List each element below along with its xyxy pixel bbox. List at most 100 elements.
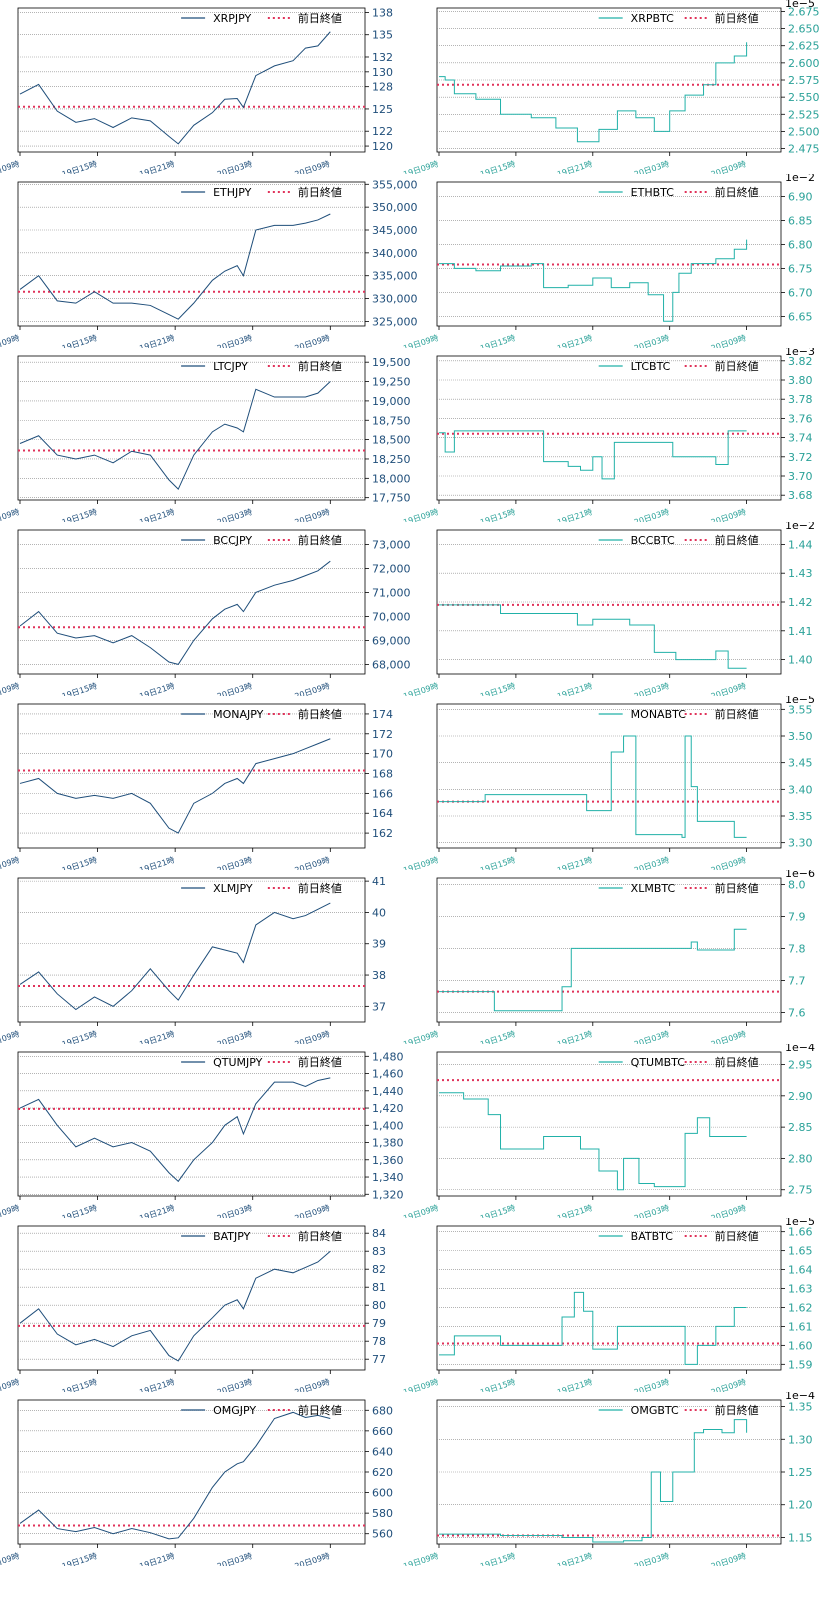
legend-previous-close-label: 前日終値 — [715, 185, 759, 199]
y-tick-label: 6.70 — [788, 286, 813, 299]
y-tick-label: 580 — [372, 1507, 393, 1520]
legend-previous-close-label: 前日終値 — [715, 1403, 759, 1417]
x-tick-label: 20日03時 — [633, 1203, 670, 1218]
plot-frame — [436, 703, 782, 849]
chart-qtumbtc: 2.75 2.80 2.85 2.90 2.95 1e−4 19日09時 19日15時 19日2… — [402, 1044, 815, 1218]
y-tick-label: 38 — [372, 969, 386, 982]
legend-series-label: BCCJPY — [213, 534, 252, 547]
y-tick-label: 138 — [372, 6, 393, 19]
y-tick-label: 1,340 — [372, 1171, 404, 1184]
legend-previous-close-label: 前日終値 — [298, 533, 342, 547]
legend-series-label: XLMBTC — [631, 882, 676, 895]
x-tick-label: 19日15時 — [479, 507, 516, 522]
y-tick-label: 81 — [372, 1281, 386, 1294]
series-line-batjpy — [19, 1250, 331, 1362]
legend-previous-close-label: 前日終値 — [715, 1229, 759, 1243]
legend-previous-close-label: 前日終値 — [298, 881, 342, 895]
y-tick-label: 1,440 — [372, 1085, 404, 1098]
y-tick-label: 7.7 — [788, 974, 806, 987]
y-tick-label: 640 — [372, 1445, 393, 1458]
y-tick-label: 84 — [372, 1227, 386, 1240]
x-tick-label: 19日15時 — [479, 1203, 516, 1218]
series-line-ltcbtc — [439, 430, 747, 480]
y-tick-label: 3.80 — [788, 374, 813, 387]
plot-frame — [436, 181, 782, 327]
x-tick-label: 20日09時 — [710, 507, 747, 522]
legend-series-label: OMGJPY — [213, 1404, 256, 1417]
x-tick-label: 19日15時 — [479, 333, 516, 348]
x-tick-label: 20日03時 — [633, 681, 670, 696]
plot-frame — [436, 1225, 782, 1371]
y-tick-label: 6.90 — [788, 190, 813, 203]
legend-series-label: XLMJPY — [213, 882, 253, 895]
y-tick-label: 2.575 — [788, 74, 820, 87]
y-tick-label: 3.82 — [788, 355, 813, 368]
series-line-batbtc — [439, 1291, 747, 1365]
legend-series-label: LTCBTC — [631, 360, 671, 373]
y-tick-label: 168 — [372, 768, 393, 781]
chart-xlmbtc: 7.6 7.7 7.8 7.9 8.01e−6 19日09時 19日15時 19日21時 20日… — [402, 870, 815, 1044]
y-tick-label: 164 — [372, 807, 393, 820]
x-tick-label: 19日09時 — [402, 507, 439, 522]
y-tick-label: 2.95 — [788, 1059, 813, 1072]
y-tick-label: 122 — [372, 125, 393, 138]
x-tick-label: 19日15時 — [479, 681, 516, 696]
y-tick-label: 68,000 — [372, 658, 411, 671]
x-tick-label: 19日15時 — [479, 159, 516, 174]
chart-qtumjpy: 1,320 1,340 1,360 1,380 1,400 1,420 1,440 1,460… — [0, 1050, 404, 1218]
y-tick-label: 1,420 — [372, 1102, 404, 1115]
series-line-ethbtc — [439, 239, 748, 322]
chart-ltcjpy: 17,750 18,000 18,250 18,500 18,750 19,000 19,2… — [0, 355, 411, 522]
plot-frame — [17, 877, 366, 1023]
y-tick-label: 1.43 — [788, 567, 813, 580]
legend-series-label: XRPJPY — [213, 12, 251, 25]
x-tick-label: 20日03時 — [633, 333, 670, 348]
x-tick-label: 20日09時 — [710, 1551, 747, 1566]
x-tick-label: 19日09時 — [402, 1203, 439, 1218]
y-tick-label: 3.30 — [788, 837, 813, 850]
y-tick-label: 1.62 — [788, 1301, 813, 1314]
y-tick-label: 132 — [372, 51, 393, 64]
y-tick-label: 2.75 — [788, 1184, 813, 1197]
series-line-qtumbtc — [439, 1092, 747, 1191]
series-line-xrpjpy — [19, 31, 331, 145]
y-tick-label: 1.25 — [788, 1466, 813, 1479]
y-tick-label: 1.66 — [788, 1226, 813, 1239]
legend-series-label: BATJPY — [213, 1230, 251, 1243]
y-tick-label: 71,000 — [372, 586, 411, 599]
x-tick-label: 19日09時 — [402, 1377, 439, 1392]
x-tick-label: 19日21時 — [556, 1203, 593, 1218]
y-tick-label: 1.64 — [788, 1264, 813, 1277]
y-tick-label: 3.78 — [788, 393, 813, 406]
x-tick-label: 19日21時 — [556, 1551, 593, 1566]
y-tick-label: 1,320 — [372, 1188, 404, 1201]
legend-series-label: QTUMJPY — [213, 1056, 263, 1069]
series-line-bccbtc — [439, 604, 747, 669]
series-line-ethjpy — [19, 213, 331, 320]
y-tick-label: 1.40 — [788, 654, 813, 667]
series-line-ltcjpy — [19, 381, 331, 491]
legend-previous-close-label: 前日終値 — [298, 707, 342, 721]
y-tick-label: 2.550 — [788, 91, 820, 104]
y-tick-label: 18,000 — [372, 472, 411, 485]
legend-series-label: OMGBTC — [631, 1404, 679, 1417]
legend-series-label: LTCJPY — [213, 360, 248, 373]
axis-exponent: 1e−5 — [785, 0, 815, 10]
y-tick-label: 560 — [372, 1528, 393, 1541]
x-tick-label: 19日21時 — [556, 1377, 593, 1392]
x-tick-label: 19日09時 — [402, 1029, 439, 1044]
y-tick-label: 3.70 — [788, 470, 813, 483]
y-tick-label: 2.650 — [788, 23, 820, 36]
series-line-xrpbtc — [439, 42, 748, 143]
legend-previous-close-label: 前日終値 — [715, 533, 759, 547]
y-tick-label: 69,000 — [372, 634, 411, 647]
y-tick-label: 2.475 — [788, 143, 820, 156]
y-tick-label: 6.85 — [788, 214, 813, 227]
legend-previous-close-label: 前日終値 — [298, 1229, 342, 1243]
x-tick-label: 20日09時 — [710, 1029, 747, 1044]
axis-exponent: 1e−3 — [785, 348, 815, 358]
